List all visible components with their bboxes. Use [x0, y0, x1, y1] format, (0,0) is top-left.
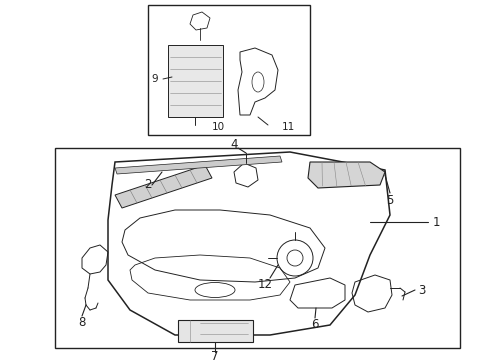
Text: 4: 4: [230, 139, 238, 152]
Text: 5: 5: [386, 194, 393, 207]
Polygon shape: [308, 162, 385, 188]
Text: 7: 7: [211, 351, 219, 360]
Text: 9: 9: [152, 74, 158, 84]
Text: 11: 11: [281, 122, 294, 132]
Bar: [168, 45, 223, 117]
Text: 10: 10: [212, 122, 224, 132]
Bar: [178, 320, 253, 342]
Text: 2: 2: [144, 179, 152, 192]
Text: 3: 3: [418, 284, 426, 297]
Text: 6: 6: [311, 319, 319, 332]
Bar: [148, 5, 310, 135]
Polygon shape: [115, 156, 282, 174]
Text: 8: 8: [78, 316, 86, 329]
Text: 1: 1: [432, 216, 440, 229]
Polygon shape: [115, 165, 212, 208]
Bar: [55, 148, 460, 348]
Text: 12: 12: [258, 279, 272, 292]
